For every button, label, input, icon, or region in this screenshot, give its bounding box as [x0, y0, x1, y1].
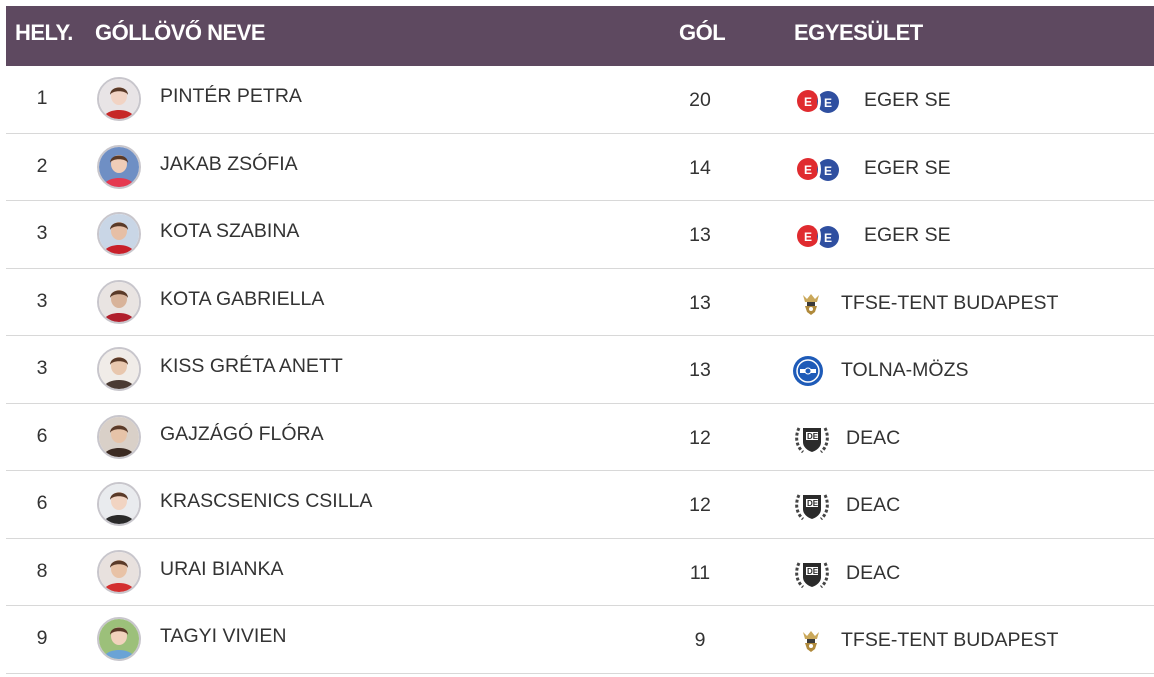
player-photo-icon — [97, 77, 141, 121]
player-name-link[interactable]: KRASCSENICS CSILLA — [160, 490, 373, 512]
table-row: 6 KRASCSENICS CSILLA 12 DE DEAC — [6, 471, 1154, 539]
goals-cell: 13 — [689, 359, 711, 381]
table-row: 3 KOTA SZABINA 13 E E EGER SE — [6, 201, 1154, 269]
header-rank: HELY. — [15, 20, 73, 45]
rank-cell: 3 — [36, 357, 48, 379]
svg-text:E: E — [824, 231, 832, 245]
goals-cell: 13 — [689, 224, 711, 246]
table-row: 9 TAGYI VIVIEN 9 TFSE-TENT BUDAPEST — [6, 606, 1154, 674]
player-name-link[interactable]: GAJZÁGÓ FLÓRA — [160, 422, 324, 445]
player-name-link[interactable]: URAI BIANKA — [160, 557, 284, 580]
player-name-link[interactable]: PINTÉR PETRA — [160, 85, 302, 107]
header-name: GÓLLÖVŐ NEVE — [95, 20, 266, 45]
goals-cell: 14 — [689, 156, 711, 179]
rank-cell: 3 — [36, 222, 48, 244]
club-name-link[interactable]: EGER SE — [864, 224, 951, 246]
club-name-link[interactable]: DEAC — [846, 494, 901, 516]
svg-text:E: E — [824, 164, 832, 178]
header-club: EGYESÜLET — [794, 20, 923, 45]
player-name-link[interactable]: KOTA SZABINA — [160, 220, 300, 242]
club-name-link[interactable]: EGER SE — [864, 89, 951, 111]
player-photo-icon — [97, 347, 141, 391]
table-row: 6 GAJZÁGÓ FLÓRA 12 DE DEAC — [6, 404, 1154, 471]
rank-cell: 3 — [36, 289, 48, 312]
table-header: HELY. GÓLLÖVŐ NEVE GÓL EGYESÜLET — [6, 6, 1154, 66]
player-photo-icon — [97, 279, 141, 324]
club-name-link[interactable]: EGER SE — [864, 156, 951, 179]
goals-cell: 9 — [694, 629, 706, 651]
goals-cell: 12 — [689, 426, 711, 449]
goals-cell: 12 — [689, 494, 711, 516]
player-photo-icon — [97, 482, 141, 526]
svg-text:E: E — [804, 230, 812, 244]
rank-cell: 6 — [36, 492, 48, 514]
svg-text:E: E — [824, 96, 832, 110]
rank-cell: 1 — [36, 87, 48, 109]
player-name-link[interactable]: KOTA GABRIELLA — [160, 287, 325, 310]
table-row: 1 PINTÉR PETRA 20 E E EGER SE — [6, 66, 1154, 134]
goals-cell: 13 — [689, 291, 711, 314]
header-goals: GÓL — [679, 20, 726, 45]
deac-logo-icon: DE — [793, 557, 831, 597]
svg-text:DE: DE — [807, 432, 819, 441]
svg-text:DE: DE — [807, 567, 819, 576]
club-name-link[interactable]: DEAC — [846, 561, 901, 584]
player-name-link[interactable]: JAKAB ZSÓFIA — [160, 152, 298, 175]
tfse-logo-icon — [800, 628, 822, 660]
deac-logo-icon: DE — [793, 489, 831, 529]
tolna-mozs-logo-icon — [792, 355, 824, 393]
svg-text:DE: DE — [807, 499, 819, 508]
player-name-link[interactable]: KISS GRÉTA ANETT — [160, 355, 343, 377]
club-name-link[interactable]: TFSE-TENT BUDAPEST — [841, 291, 1059, 314]
rank-cell: 8 — [36, 559, 48, 582]
player-photo-icon — [97, 212, 141, 256]
table-body: 1 PINTÉR PETRA 20 E E EGER SE 2 JAKAB ZSÓFIA 14 E… — [6, 66, 1154, 674]
club-name-link[interactable]: DEAC — [846, 426, 901, 449]
table-row: 8 URAI BIANKA 11 DE DEAC — [6, 539, 1154, 606]
player-photo-icon — [97, 617, 141, 661]
goals-cell: 20 — [689, 89, 711, 111]
tfse-logo-icon — [800, 291, 822, 323]
rank-cell: 9 — [36, 627, 48, 649]
club-name-link[interactable]: TOLNA-MÖZS — [841, 359, 969, 381]
deac-logo-icon: DE — [793, 422, 831, 462]
club-name-link[interactable]: TFSE-TENT BUDAPEST — [841, 629, 1059, 651]
player-photo-icon — [97, 144, 141, 189]
table-row: 3 KISS GRÉTA ANETT 13 TOLNA-MÖZS — [6, 336, 1154, 404]
table-row: 3 KOTA GABRIELLA 13 TFSE-TENT BUDAPEST — [6, 269, 1154, 336]
svg-text:E: E — [804, 163, 812, 177]
svg-text:E: E — [804, 95, 812, 109]
player-name-link[interactable]: TAGYI VIVIEN — [160, 625, 287, 647]
rank-cell: 6 — [36, 424, 48, 447]
player-photo-icon — [97, 549, 141, 594]
top-scorers-table: HELY. GÓLLÖVŐ NEVE GÓL EGYESÜLET 1 PINTÉR… — [6, 6, 1154, 674]
goals-cell: 11 — [689, 561, 711, 584]
player-photo-icon — [97, 414, 141, 459]
rank-cell: 2 — [36, 154, 48, 177]
table-row: 2 JAKAB ZSÓFIA 14 E E EGER SE — [6, 134, 1154, 201]
